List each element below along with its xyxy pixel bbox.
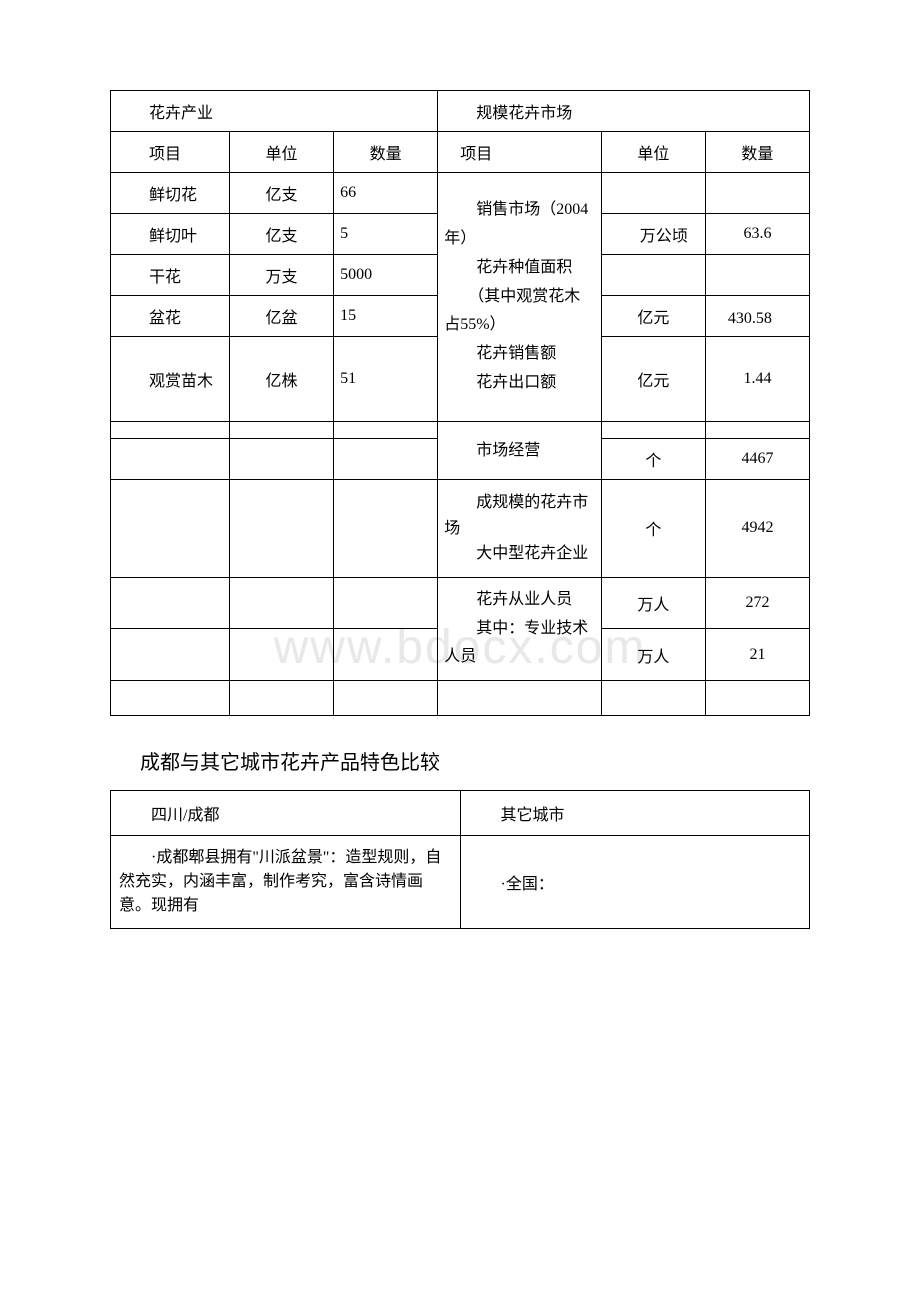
cell-r-unit [601, 422, 705, 439]
cell-r-qty [705, 422, 809, 439]
cell-l-item [111, 439, 230, 480]
subheader-r-item: 项目 [438, 132, 602, 173]
cell-l-item [111, 480, 230, 578]
table-flower-industry: 花卉产业 规模花卉市场 项目 单位 数量 项目 单位 数量 鲜切花 亿支 66 … [110, 90, 810, 716]
cell-r-item: 市场经营 [438, 422, 602, 480]
cell-l-qty: 5 [334, 214, 438, 255]
cell-l-item [111, 577, 230, 629]
cell-empty [601, 681, 705, 716]
cell-l-qty: 66 [334, 173, 438, 214]
cell-l-unit [229, 439, 333, 480]
cell-l-unit [229, 422, 333, 439]
cell-r-qty: 1.44 [705, 337, 809, 422]
cell-r-item: 花卉从业人员 其中：专业技术人员 [438, 577, 602, 680]
cell-r-unit [601, 173, 705, 214]
cell-l-item: 鲜切叶 [111, 214, 230, 255]
cell-l-qty [334, 439, 438, 480]
cell-l-qty: 51 [334, 337, 438, 422]
cell-l-item: 观赏苗木 [111, 337, 230, 422]
table-city-comparison: 四川/成都 其它城市 ·成都郫县拥有"川派盆景"：造型规则，自然充实，内涵丰富，… [110, 790, 810, 929]
cell-r-unit: 万公顷 [601, 214, 705, 255]
cell-r-item: 成规模的花卉市场 大中型花卉企业 [438, 480, 602, 578]
cell-empty [438, 681, 602, 716]
subheader-r-qty: 数量 [705, 132, 809, 173]
table2-row1-left: ·成都郫县拥有"川派盆景"：造型规则，自然充实，内涵丰富，制作考究，富含诗情画意… [111, 836, 461, 929]
cell-l-item: 鲜切花 [111, 173, 230, 214]
cell-r-qty: 430.58 [705, 296, 809, 337]
cell-l-unit: 亿支 [229, 214, 333, 255]
cell-l-unit: 万支 [229, 255, 333, 296]
cell-l-qty: 5000 [334, 255, 438, 296]
subheader-l-unit: 单位 [229, 132, 333, 173]
table1-header-right: 规模花卉市场 [438, 91, 810, 132]
subheader-l-qty: 数量 [334, 132, 438, 173]
cell-l-item: 盆花 [111, 296, 230, 337]
subheader-l-item: 项目 [111, 132, 230, 173]
cell-l-unit [229, 480, 333, 578]
cell-r-unit [601, 255, 705, 296]
page-content: 花卉产业 规模花卉市场 项目 单位 数量 项目 单位 数量 鲜切花 亿支 66 … [110, 90, 810, 929]
cell-empty [334, 681, 438, 716]
cell-l-item [111, 629, 230, 681]
cell-r-unit: 亿元 [601, 337, 705, 422]
cell-r-unit: 个 [601, 480, 705, 578]
cell-r-qty: 63.6 [705, 214, 809, 255]
table2-header-left: 四川/成都 [111, 791, 461, 836]
subheader-r-unit: 单位 [601, 132, 705, 173]
cell-r-qty: 4467 [705, 439, 809, 480]
cell-r-qty [705, 173, 809, 214]
cell-l-unit [229, 577, 333, 629]
cell-r-qty: 272 [705, 577, 809, 629]
cell-l-qty [334, 577, 438, 629]
cell-l-item: 干花 [111, 255, 230, 296]
cell-l-unit: 亿支 [229, 173, 333, 214]
table2-header-right: 其它城市 [460, 791, 810, 836]
cell-r-unit: 万人 [601, 629, 705, 681]
cell-l-qty [334, 480, 438, 578]
cell-l-qty: 15 [334, 296, 438, 337]
cell-l-qty [334, 422, 438, 439]
cell-l-item [111, 422, 230, 439]
cell-r-unit: 亿元 [601, 296, 705, 337]
table2-row1-right: ·全国： [460, 836, 810, 929]
cell-r-item-merged: 销售市场（2004年） 花卉种值面积 （其中观赏花木占55%） 花卉销售额 花卉… [438, 173, 602, 422]
cell-empty [705, 681, 809, 716]
cell-r-qty [705, 255, 809, 296]
table1-header-left: 花卉产业 [111, 91, 438, 132]
cell-r-unit: 万人 [601, 577, 705, 629]
cell-l-unit [229, 629, 333, 681]
cell-l-qty [334, 629, 438, 681]
section-title: 成都与其它城市花卉产品特色比较 [140, 746, 810, 775]
cell-r-qty: 21 [705, 629, 809, 681]
cell-empty [111, 681, 230, 716]
cell-empty [229, 681, 333, 716]
cell-l-unit: 亿盆 [229, 296, 333, 337]
cell-r-unit: 个 [601, 439, 705, 480]
cell-r-qty: 4942 [705, 480, 809, 578]
cell-l-unit: 亿株 [229, 337, 333, 422]
